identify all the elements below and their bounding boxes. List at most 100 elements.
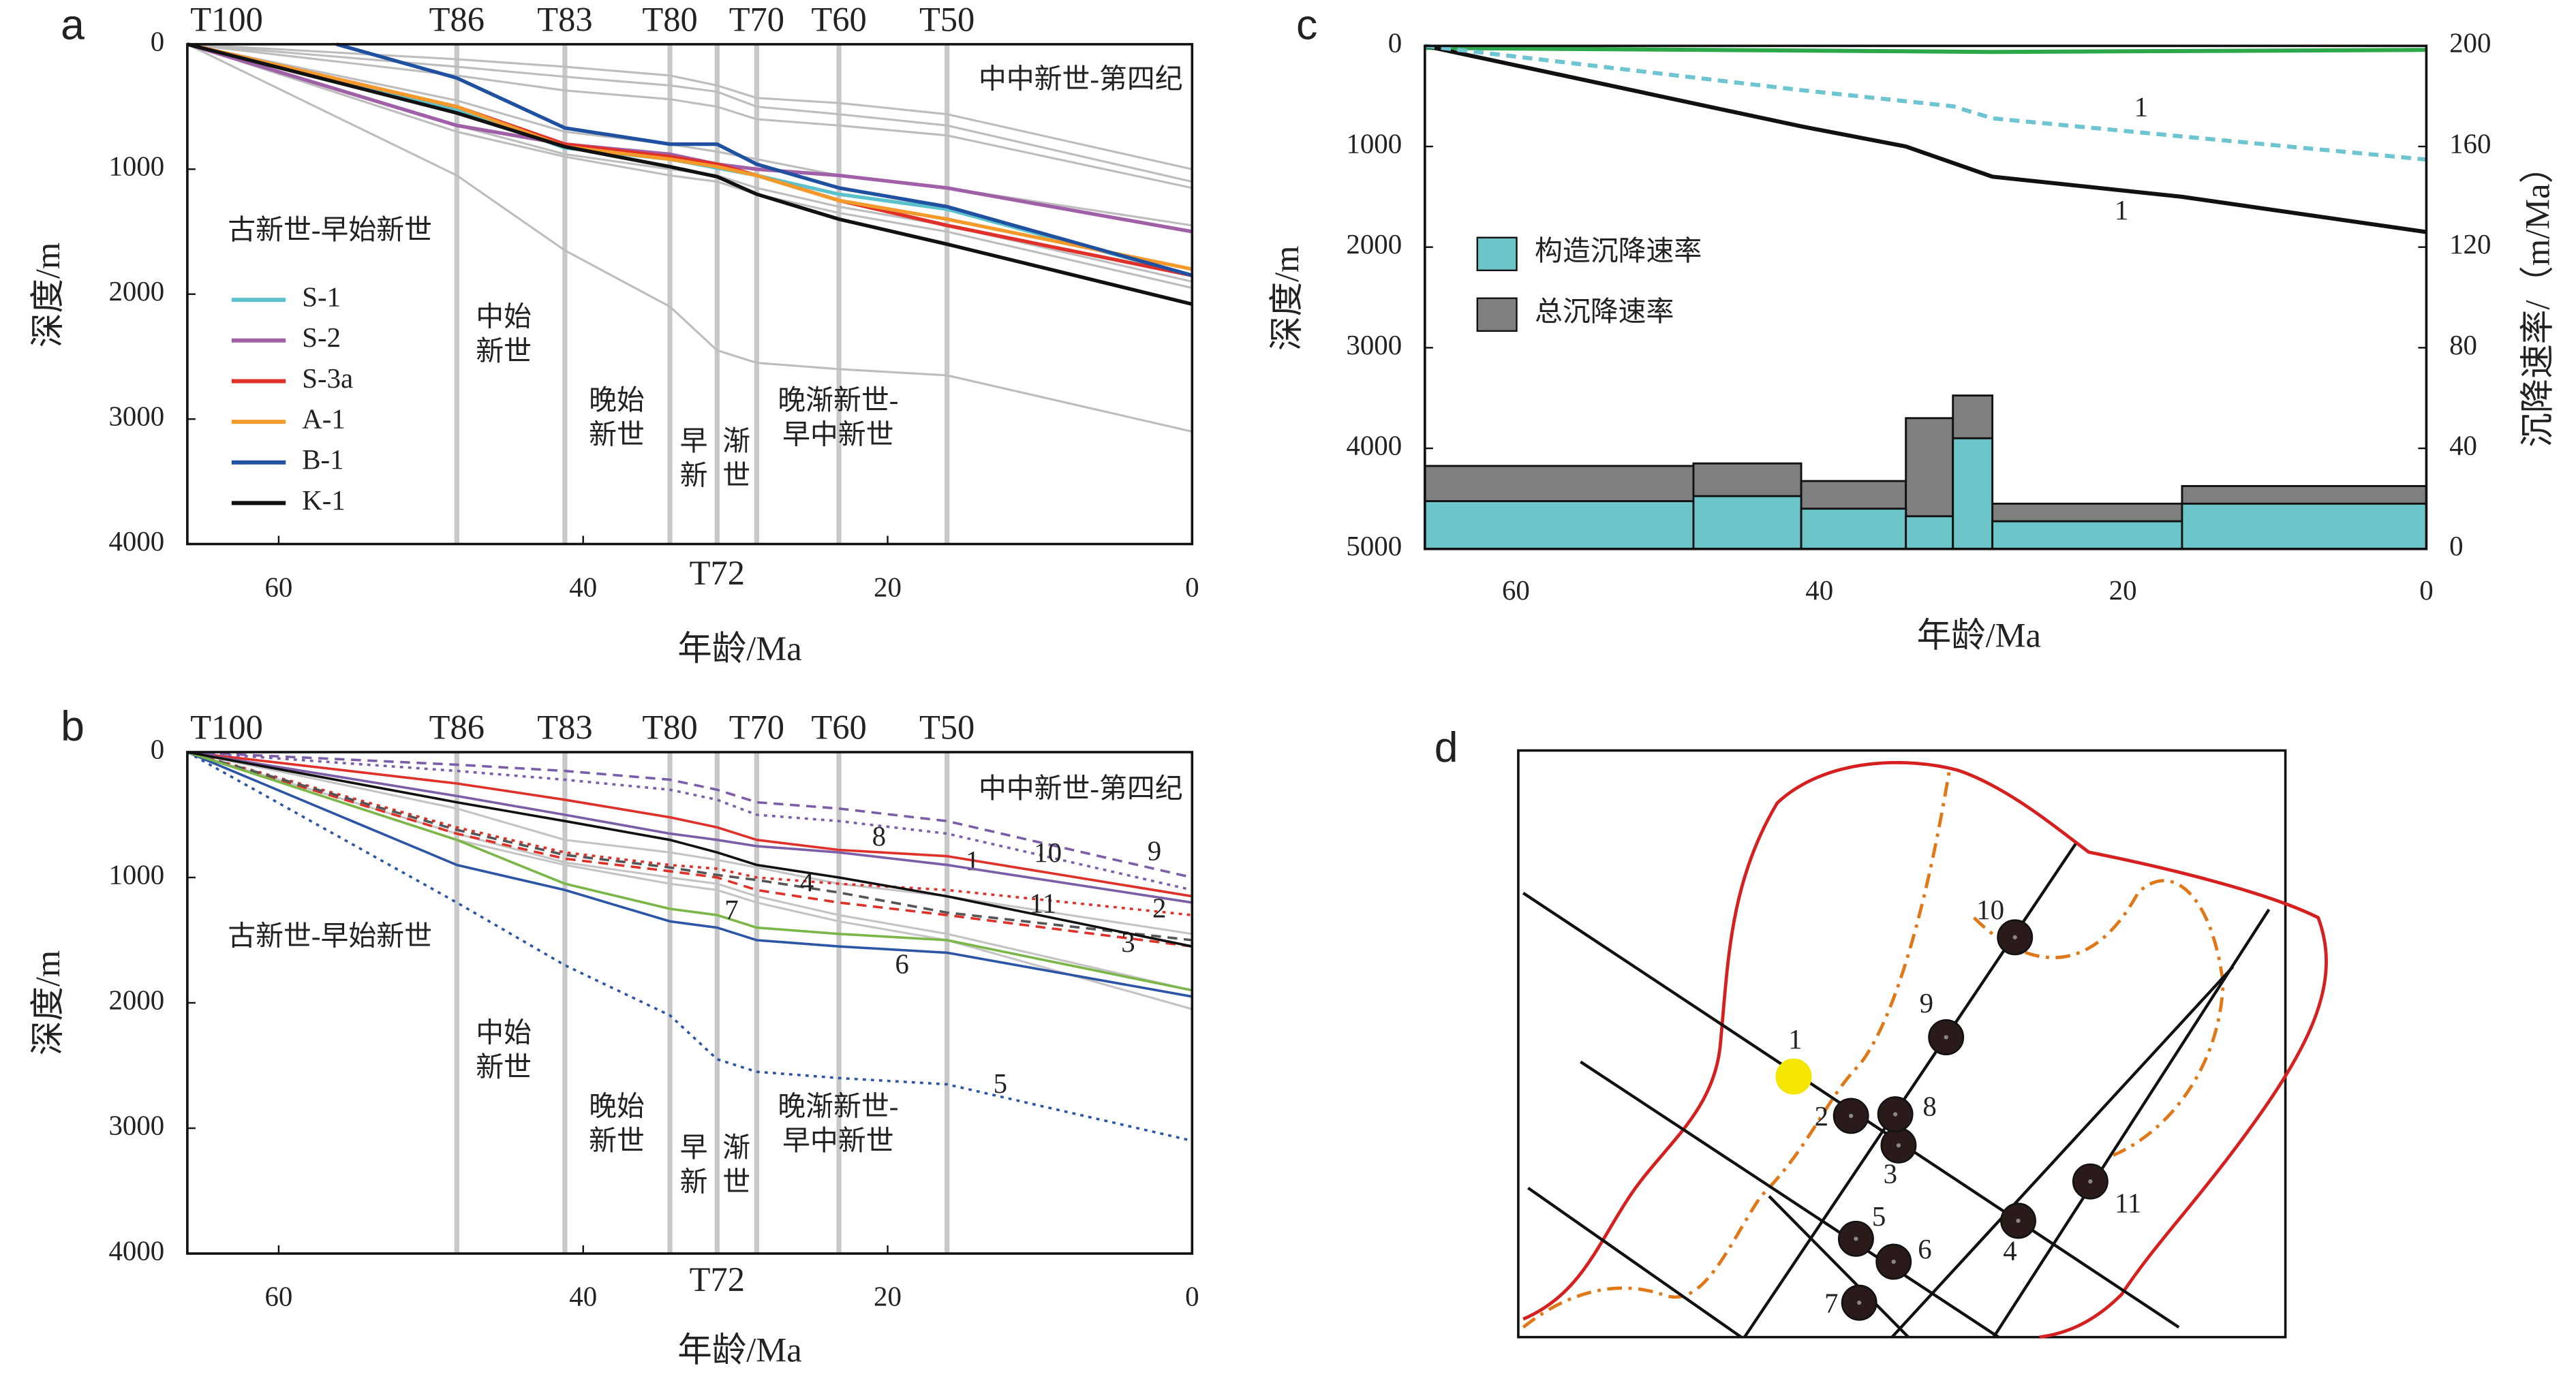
rate-bar: [2181, 502, 2427, 550]
well-center: [1849, 1113, 1854, 1119]
line-label: 9: [1148, 835, 1161, 866]
well-label: 2: [1815, 1101, 1828, 1132]
legend-label: 总沉降速率: [1535, 296, 1674, 327]
plot-frame: [186, 751, 1194, 1255]
horizon-label: T72: [690, 1260, 745, 1299]
panel-letter: a: [61, 1, 85, 48]
horizon-label: T100: [190, 708, 263, 746]
line-label: 2: [1152, 893, 1166, 924]
reference-line: [187, 43, 1193, 433]
x-tick-label: 0: [1185, 572, 1199, 602]
seismic-line: [1992, 908, 2271, 1338]
horizon-label: T86: [429, 0, 485, 38]
panel-letter: b: [61, 702, 85, 750]
period-label: 晚始: [589, 385, 645, 416]
line-label: 4: [800, 867, 814, 897]
line-label: 10: [1034, 837, 1062, 868]
rate-bar: [1424, 500, 1695, 550]
series-line: [187, 751, 1193, 998]
x-tick-label: 20: [874, 1281, 902, 1312]
series-line: [187, 751, 1193, 879]
series-line: [336, 42, 1193, 277]
well-center: [1893, 1112, 1898, 1117]
y-tick-label: 4000: [108, 526, 164, 557]
period-label: 新世: [589, 420, 645, 450]
y-tick-label: 2000: [1346, 229, 1402, 260]
y-tick-label: 1000: [1346, 128, 1402, 159]
period-label: 新世: [589, 1125, 645, 1156]
panel-letter: c: [1296, 1, 1317, 48]
series-line: [187, 751, 1193, 942]
seismic-line: [1890, 965, 2235, 1339]
period-label: 中中新世-第四纪: [979, 64, 1183, 95]
legend-label: 构造沉降速率: [1535, 236, 1702, 266]
well-center: [1854, 1237, 1858, 1241]
legend-label: S-1: [302, 282, 341, 313]
series-line: [187, 751, 1193, 904]
legend-label: S-3a: [302, 363, 353, 394]
well-label: 8: [1922, 1091, 1936, 1122]
period-label: 早: [680, 1132, 708, 1163]
period-label: 世: [722, 461, 750, 491]
well-center: [2016, 1218, 2021, 1224]
reference-line: [187, 43, 1193, 183]
horizon-label: T60: [811, 708, 866, 746]
line-label: 5: [994, 1068, 1007, 1099]
rate-bar: [1692, 495, 1803, 550]
seismic-line: [1580, 1060, 1999, 1339]
panel-letter: d: [1435, 724, 1458, 771]
y-tick-label: 3000: [108, 1110, 164, 1140]
y-axis-label: 深度/m: [29, 950, 67, 1055]
y-tick-label: 2000: [108, 276, 164, 307]
seismic-line: [1527, 1187, 1743, 1339]
horizon-label: T50: [919, 0, 975, 38]
x-tick-label: 20: [2109, 575, 2137, 606]
horizon-label: T100: [190, 0, 263, 38]
well-label: 7: [1824, 1288, 1838, 1318]
series-line: [187, 751, 1193, 992]
period-label: 新世: [476, 1052, 532, 1083]
period-label: 早中新世: [782, 1125, 894, 1156]
x-tick-label: 0: [1185, 1281, 1199, 1312]
x-tick-label: 40: [1805, 575, 1833, 606]
horizon-label: T86: [429, 708, 485, 746]
outer-boundary: [1522, 760, 2328, 1339]
well-center: [2088, 1179, 2093, 1184]
y-tick-label: 1000: [108, 151, 164, 182]
well-center: [1891, 1259, 1896, 1264]
well-label: 6: [1918, 1234, 1931, 1264]
well-label: 1: [1788, 1024, 1802, 1055]
x-tick-label: 40: [569, 572, 597, 602]
legend-swatch: [1476, 236, 1518, 272]
well-label: 9: [1920, 988, 1933, 1019]
series-line: [187, 751, 1193, 916]
y-tick-label: 4000: [1346, 430, 1402, 461]
y-tick-label: 0: [151, 26, 164, 57]
series-line: [187, 751, 1193, 892]
line-label: 8: [872, 821, 886, 852]
period-label: 中始: [476, 1017, 532, 1048]
well-center: [2012, 935, 2017, 939]
rate-bar: [1991, 520, 2183, 550]
x-tick-label: 60: [1502, 575, 1530, 606]
horizon-label: T83: [537, 708, 592, 746]
well-label: 3: [1884, 1158, 1897, 1189]
period-label: 早: [680, 426, 708, 456]
y2-axis-label: 沉降速率/（m/Ma）: [2518, 149, 2556, 448]
series-line: [187, 42, 1193, 306]
horizon-label: T60: [811, 0, 866, 38]
y-tick-label: 0: [151, 734, 164, 764]
y2-tick-label: 160: [2449, 128, 2491, 159]
well-label: 4: [2003, 1235, 2017, 1266]
line-label: 6: [895, 948, 908, 979]
x-axis-label: 年龄/Ma: [1917, 617, 2041, 655]
y-tick-label: 4000: [108, 1235, 164, 1266]
period-label: 古新世-早始新世: [228, 921, 432, 952]
y-tick-label: 0: [1388, 28, 1402, 59]
series-line: [187, 751, 1193, 948]
legend-label: S-2: [302, 322, 341, 353]
legend-label: K-1: [302, 485, 346, 516]
well-label: 11: [2115, 1188, 2141, 1219]
line-label: 1: [2115, 195, 2128, 226]
